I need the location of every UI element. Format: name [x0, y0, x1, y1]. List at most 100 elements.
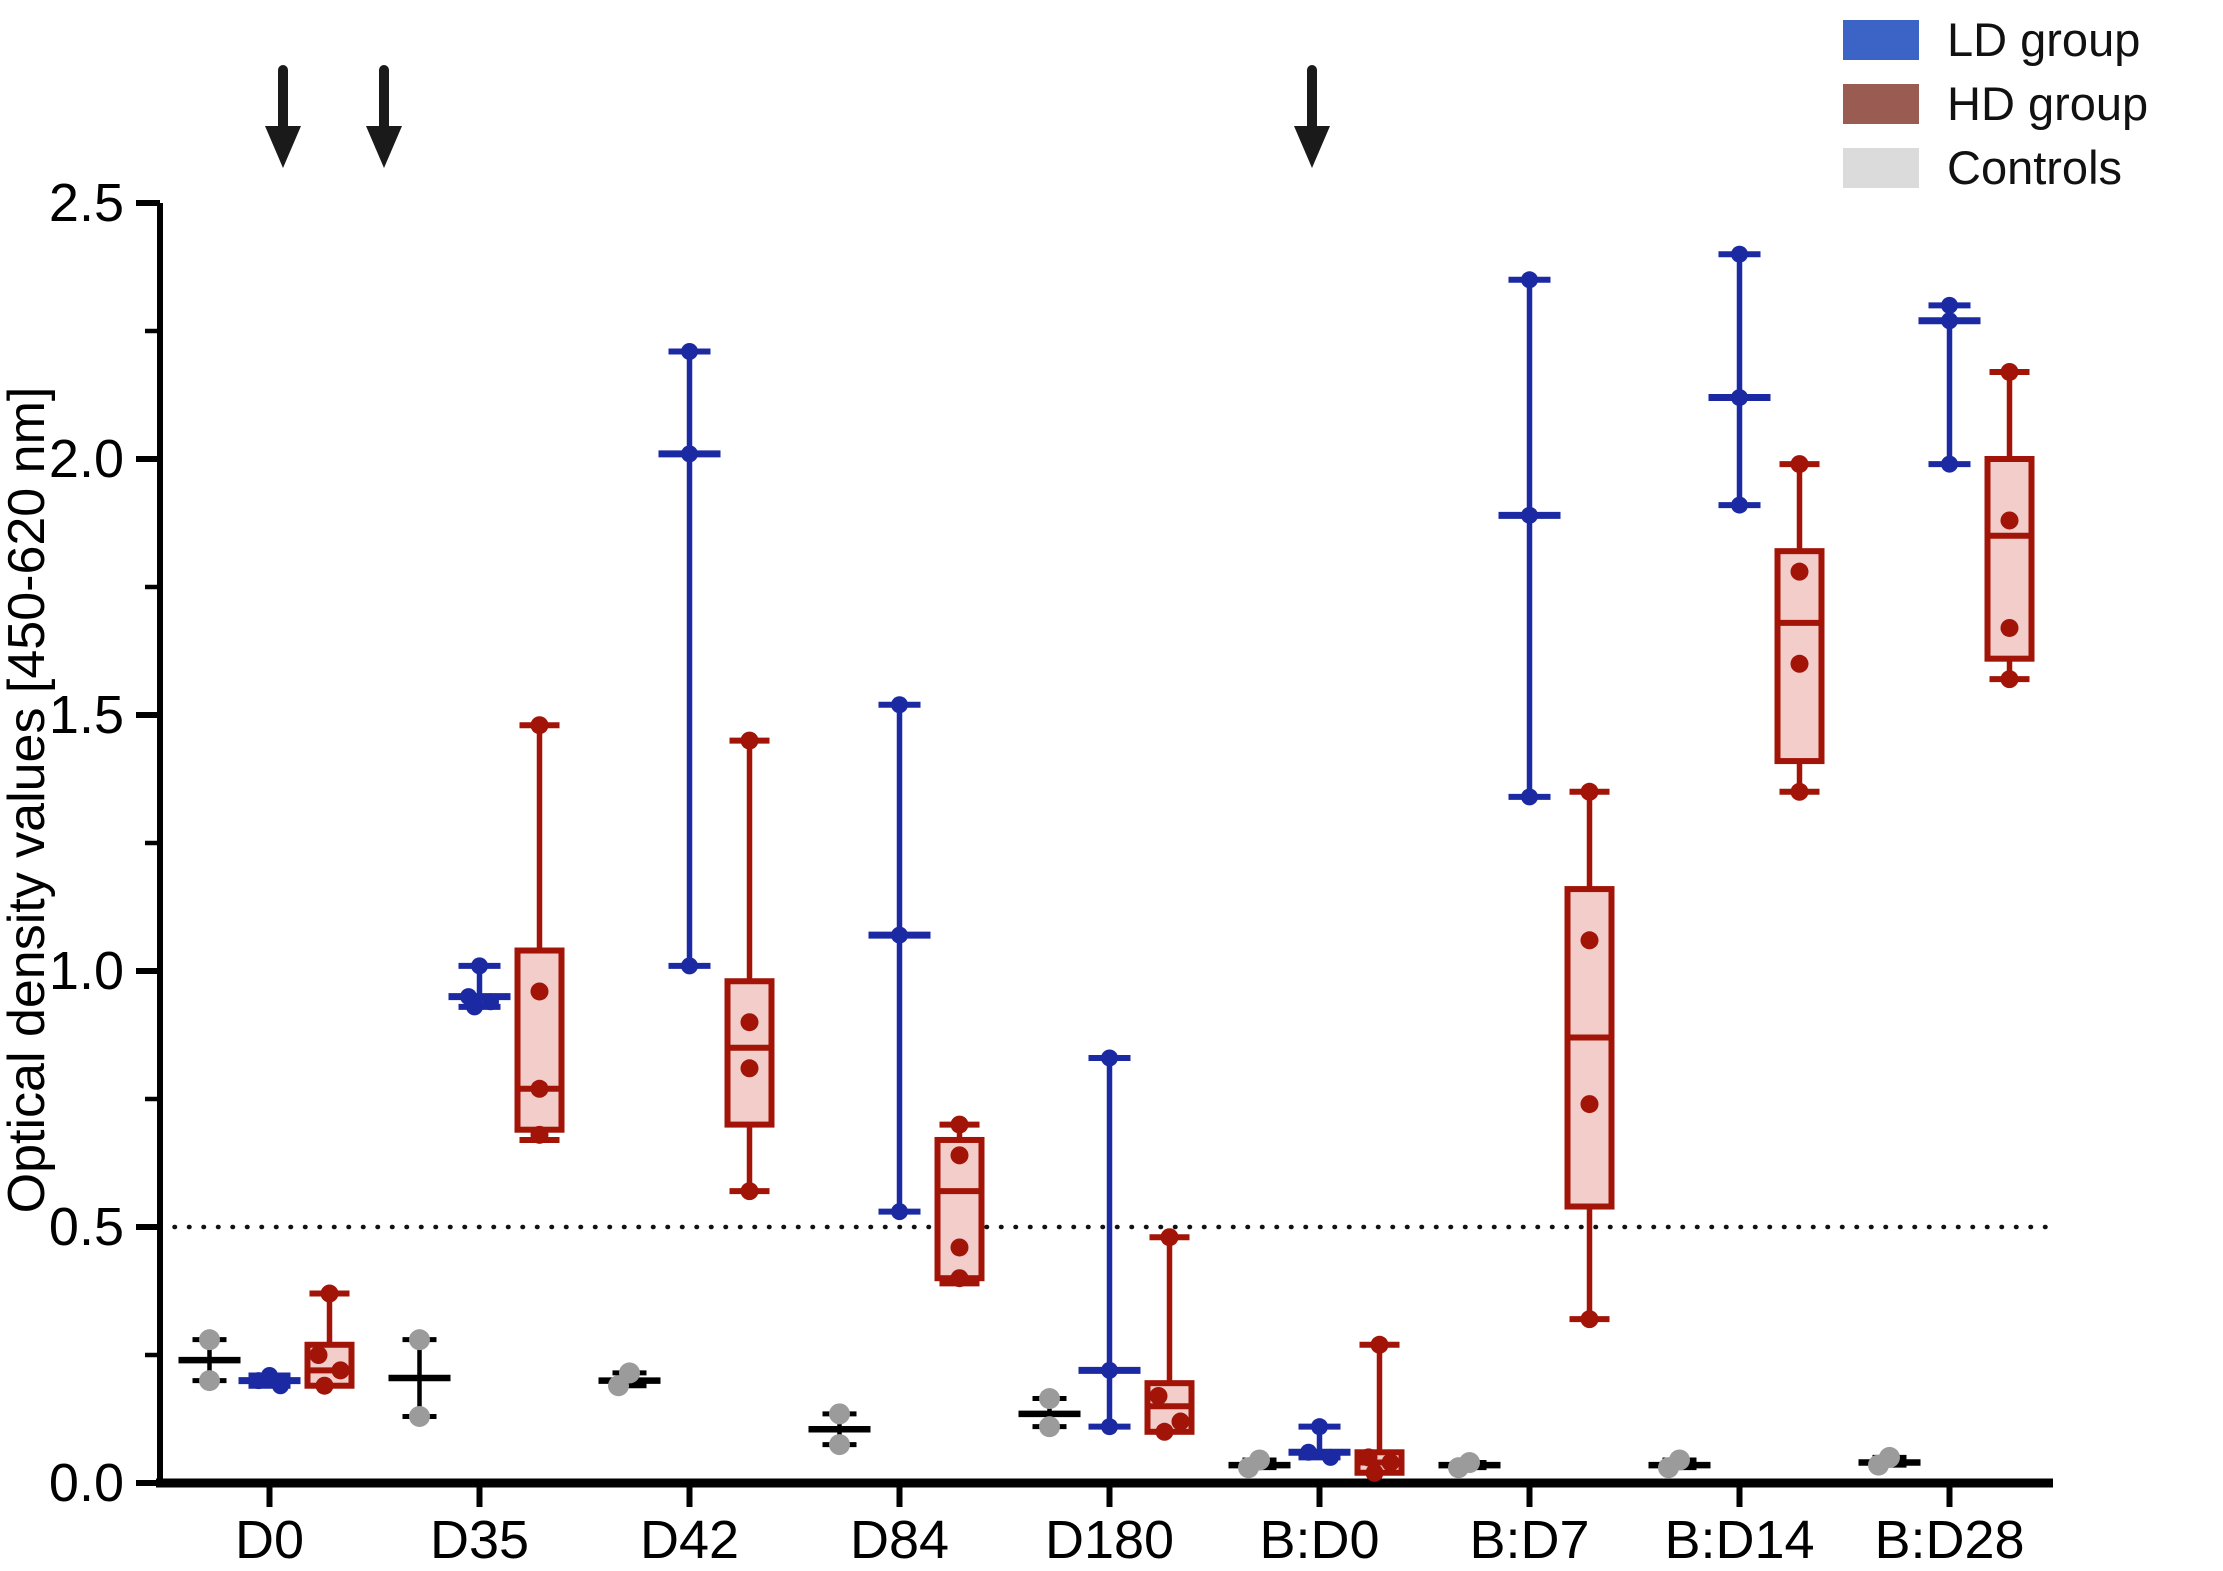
- data-point: [1580, 782, 1599, 801]
- data-point: [1448, 1457, 1469, 1479]
- x-tick-label-D42: D42: [640, 1510, 739, 1570]
- data-point: [1580, 931, 1599, 950]
- data-point: [530, 982, 549, 1001]
- x-tick-label-B:D7: B:D7: [1469, 1510, 1589, 1570]
- legend: LD group HD group Controls: [1843, 16, 2148, 208]
- plot-ld-group-b-d14: [1708, 245, 1771, 514]
- plot-ld-group-d0: [238, 1366, 301, 1395]
- data-point: [2000, 670, 2019, 689]
- data-point: [829, 1403, 850, 1425]
- data-point: [199, 1370, 220, 1392]
- x-tick-label-D35: D35: [430, 1510, 529, 1570]
- data-point: [1311, 1418, 1328, 1436]
- plot-hd-group-b-d28: [1984, 362, 2035, 689]
- plot-ld-group-d35: [448, 957, 511, 1016]
- plot-controls-b-d7: [1438, 1452, 1501, 1479]
- plot-controls-d0: [178, 1329, 241, 1392]
- y-tick-label: 1.5: [49, 685, 124, 745]
- data-point: [1790, 782, 1809, 801]
- plot-controls-d84: [808, 1403, 871, 1456]
- data-point: [681, 342, 698, 360]
- x-tick-label-D84: D84: [850, 1510, 949, 1570]
- plot-controls-b-d0: [1228, 1449, 1291, 1479]
- plot-hd-group-b-d14: [1774, 455, 1825, 801]
- data-point: [1238, 1457, 1259, 1479]
- plot-ld-group-b-d7: [1498, 271, 1561, 806]
- y-axis-title: Optical density values [450-620 nm]: [0, 387, 56, 1214]
- data-point: [315, 1376, 334, 1395]
- axes: 0.0 0.5 1.0 1.5 2.0 2.5 D0 D35 D42 D84 D180 B:D0 B:D…: [0, 173, 2053, 1570]
- data-point: [740, 1059, 759, 1078]
- x-tick-label-B:D14: B:D14: [1664, 1510, 1814, 1570]
- plot-controls-b-d28: [1858, 1446, 1921, 1476]
- data-point: [409, 1329, 430, 1351]
- data-point: [530, 1125, 549, 1144]
- y-tick-label: 2.0: [49, 429, 124, 489]
- plot-hd-group-d84: [934, 1115, 985, 1288]
- plot-hd-group-d180: [1144, 1228, 1195, 1441]
- data-point: [331, 1361, 350, 1380]
- data-point: [471, 957, 488, 975]
- data-point: [608, 1375, 629, 1397]
- data-point: [1790, 455, 1809, 474]
- data-point: [1381, 1453, 1400, 1472]
- data-point: [1868, 1454, 1889, 1476]
- data-point: [829, 1434, 850, 1456]
- data-point: [1521, 271, 1538, 289]
- data-point: [1731, 389, 1748, 407]
- data-point: [1359, 1448, 1378, 1467]
- plot-ld-group-d84: [868, 696, 931, 1221]
- data-point: [482, 993, 499, 1011]
- data-point: [2000, 362, 2019, 381]
- data-point: [1149, 1386, 1168, 1405]
- x-tick-label-B:D0: B:D0: [1259, 1510, 1379, 1570]
- hd-box: [514, 947, 565, 1133]
- data-point: [2000, 618, 2019, 637]
- plot-hd-group-d0: [304, 1284, 355, 1395]
- data-point: [466, 998, 483, 1016]
- data-point: [1790, 654, 1809, 673]
- data-point: [199, 1329, 220, 1351]
- data-point: [891, 696, 908, 714]
- data-point: [681, 957, 698, 975]
- data-point: [1300, 1443, 1317, 1461]
- data-point: [740, 731, 759, 750]
- data-point: [1101, 1418, 1118, 1436]
- plot-controls-b-d14: [1648, 1449, 1711, 1479]
- data-point: [1790, 562, 1809, 581]
- data-point: [1658, 1457, 1679, 1479]
- plot-hd-group-d42: [724, 731, 775, 1201]
- data-point: [1039, 1388, 1060, 1410]
- data-point: [1322, 1448, 1339, 1466]
- legend-item-hd-group: HD group: [1843, 80, 2148, 127]
- data-point: [1521, 506, 1538, 524]
- hd-group-swatch: [1843, 83, 1919, 124]
- data-point: [950, 1238, 969, 1257]
- data-point: [1731, 245, 1748, 263]
- data-point: [950, 1115, 969, 1134]
- plot-ld-group-b-d28: [1918, 296, 1981, 473]
- y-tick-label: 1.0: [49, 941, 124, 1001]
- data-point: [250, 1372, 267, 1390]
- data-point: [272, 1377, 289, 1395]
- down-arrow-icon: [366, 65, 402, 168]
- controls-label: Controls: [1947, 141, 2123, 194]
- data-point: [1941, 296, 1958, 314]
- data-point: [891, 926, 908, 944]
- plot-ld-group-d42: [658, 342, 721, 975]
- data-point: [740, 1013, 759, 1032]
- data-point: [1155, 1422, 1174, 1441]
- data-point: [1101, 1049, 1118, 1067]
- x-tick-label-B:D28: B:D28: [1874, 1510, 2024, 1570]
- data-point: [530, 716, 549, 735]
- plot-controls-d180: [1018, 1388, 1081, 1438]
- data-point: [1941, 312, 1958, 330]
- data-point: [1731, 496, 1748, 514]
- data-point: [1171, 1412, 1190, 1431]
- data-point: [950, 1146, 969, 1165]
- hd-box: [724, 978, 775, 1128]
- plot-controls-d42: [598, 1362, 661, 1397]
- y-tick-label: 0.5: [49, 1197, 124, 1257]
- data-point: [1160, 1228, 1179, 1247]
